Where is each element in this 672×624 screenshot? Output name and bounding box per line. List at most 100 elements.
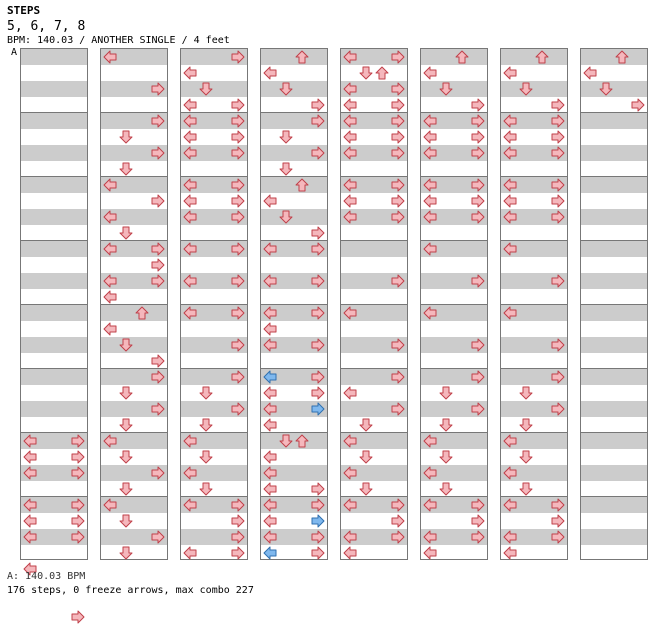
- left-arrow-icon: [423, 498, 437, 512]
- left-arrow-icon: [263, 450, 277, 464]
- down-arrow-icon: [199, 418, 213, 432]
- measure-line: [101, 176, 167, 177]
- right-arrow-icon: [551, 370, 565, 384]
- beat-band: [261, 401, 327, 417]
- right-arrow-icon: [471, 402, 485, 416]
- beat-band: [421, 433, 487, 449]
- right-arrow-icon: [231, 514, 245, 528]
- beat-band: [101, 529, 167, 545]
- beat-band: [261, 209, 327, 225]
- right-arrow-icon: [71, 610, 85, 624]
- measure-line: [421, 240, 487, 241]
- measure-line: [21, 368, 87, 369]
- measure-line: [101, 368, 167, 369]
- down-arrow-icon: [519, 450, 533, 464]
- left-arrow-icon: [503, 242, 517, 256]
- left-arrow-icon: [423, 178, 437, 192]
- right-arrow-icon: [471, 498, 485, 512]
- left-arrow-icon: [183, 546, 197, 560]
- down-arrow-icon: [199, 450, 213, 464]
- right-arrow-icon: [471, 274, 485, 288]
- down-arrow-icon: [439, 482, 453, 496]
- beat-band: [181, 529, 247, 545]
- left-arrow-icon: [263, 274, 277, 288]
- beat-band: [501, 113, 567, 129]
- right-arrow-icon: [391, 146, 405, 160]
- beat-band: [581, 113, 647, 129]
- measure-line: [21, 304, 87, 305]
- beat-band: [181, 401, 247, 417]
- down-arrow-icon: [519, 482, 533, 496]
- beat-band: [501, 209, 567, 225]
- down-arrow-icon: [119, 450, 133, 464]
- right-arrow-icon: [471, 98, 485, 112]
- chart-info: BPM: 140.03 / ANOTHER SINGLE / 4 feet: [7, 35, 230, 46]
- down-arrow-icon: [119, 546, 133, 560]
- down-arrow-icon: [279, 82, 293, 96]
- measure-line: [181, 112, 247, 113]
- measure-line: [181, 496, 247, 497]
- beat-band: [261, 337, 327, 353]
- beat-band: [341, 529, 407, 545]
- down-arrow-icon: [519, 82, 533, 96]
- measure-line: [501, 496, 567, 497]
- measure-line: [341, 496, 407, 497]
- left-arrow-icon: [343, 434, 357, 448]
- up-arrow-icon: [295, 178, 309, 192]
- beat-band: [181, 433, 247, 449]
- measure-line: [341, 112, 407, 113]
- right-arrow-icon: [231, 146, 245, 160]
- beat-band: [501, 241, 567, 257]
- right-arrow-icon: [551, 178, 565, 192]
- left-arrow-icon: [23, 498, 37, 512]
- measure-line: [501, 176, 567, 177]
- right-arrow-icon: [471, 146, 485, 160]
- left-arrow-icon: [583, 66, 597, 80]
- beat-band: [21, 113, 87, 129]
- measure-line: [21, 176, 87, 177]
- left-arrow-icon: [103, 274, 117, 288]
- beat-band: [21, 401, 87, 417]
- right-arrow-icon: [311, 514, 325, 528]
- measure-line: [421, 432, 487, 433]
- beat-band: [101, 113, 167, 129]
- measure-line: [21, 432, 87, 433]
- left-arrow-icon: [423, 194, 437, 208]
- beat-band: [261, 177, 327, 193]
- measure-line: [421, 496, 487, 497]
- right-arrow-icon: [551, 514, 565, 528]
- right-arrow-icon: [311, 114, 325, 128]
- right-arrow-icon: [551, 130, 565, 144]
- left-arrow-icon: [343, 306, 357, 320]
- right-arrow-icon: [311, 98, 325, 112]
- left-arrow-icon: [343, 50, 357, 64]
- beat-band: [581, 177, 647, 193]
- beat-band: [581, 529, 647, 545]
- measure-line: [501, 432, 567, 433]
- beat-band: [261, 305, 327, 321]
- right-arrow-icon: [471, 514, 485, 528]
- left-arrow-icon: [503, 210, 517, 224]
- beat-band: [501, 433, 567, 449]
- chart-column-7: [500, 48, 568, 560]
- beat-band: [181, 497, 247, 513]
- left-arrow-icon: [23, 562, 37, 576]
- down-arrow-icon: [119, 482, 133, 496]
- beat-band: [261, 113, 327, 129]
- left-arrow-icon: [23, 466, 37, 480]
- left-arrow-icon: [23, 530, 37, 544]
- beat-band: [501, 81, 567, 97]
- left-arrow-icon: [423, 210, 437, 224]
- right-arrow-icon: [631, 98, 645, 112]
- beat-band: [341, 209, 407, 225]
- beat-band: [341, 433, 407, 449]
- left-arrow-icon: [183, 178, 197, 192]
- right-arrow-icon: [231, 194, 245, 208]
- right-arrow-icon: [311, 338, 325, 352]
- right-arrow-icon: [231, 338, 245, 352]
- left-arrow-icon: [263, 370, 277, 384]
- beat-band: [21, 81, 87, 97]
- left-arrow-icon: [343, 82, 357, 96]
- step-summary: 176 steps, 0 freeze arrows, max combo 22…: [7, 585, 254, 596]
- right-arrow-icon: [391, 50, 405, 64]
